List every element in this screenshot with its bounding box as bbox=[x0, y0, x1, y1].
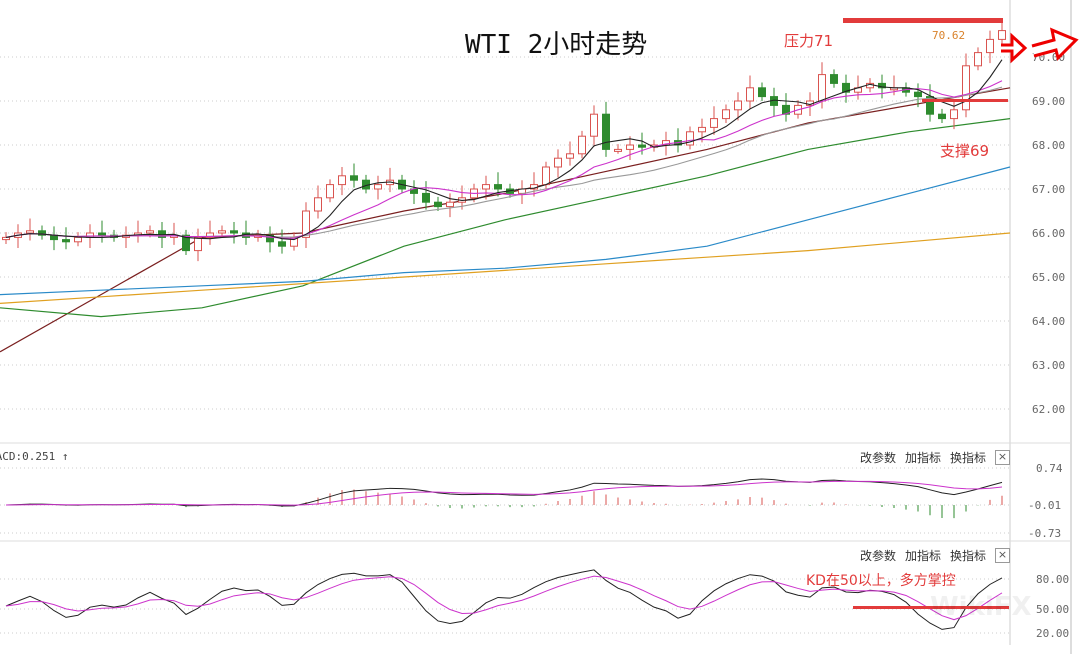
candle-body bbox=[758, 87, 766, 98]
kd-d-line bbox=[5, 575, 1003, 621]
candle-body bbox=[626, 144, 634, 150]
candle-body bbox=[734, 100, 742, 111]
macd-dea-line bbox=[5, 480, 1003, 506]
price-tick-label: 66.00 bbox=[1032, 227, 1065, 240]
arrow-icon bbox=[1031, 27, 1079, 61]
candle-body bbox=[434, 201, 442, 208]
candle-body bbox=[482, 184, 490, 190]
candle-body bbox=[338, 175, 346, 186]
price-tick-label: 67.00 bbox=[1032, 183, 1065, 196]
candle-body bbox=[278, 241, 286, 247]
candle-body bbox=[686, 131, 694, 146]
candle-body bbox=[998, 30, 1006, 40]
candle-body bbox=[962, 65, 970, 111]
candle-body bbox=[86, 232, 94, 238]
ma10-line bbox=[5, 80, 1003, 239]
support-label: 支撑69 bbox=[940, 142, 990, 160]
candle-body bbox=[722, 109, 730, 120]
candle-body bbox=[218, 230, 226, 234]
candle-body bbox=[350, 175, 358, 181]
ma120-line bbox=[0, 166, 1011, 296]
candle-body bbox=[566, 153, 574, 159]
candle-body bbox=[974, 52, 982, 67]
ma20-line bbox=[5, 86, 1003, 238]
candle-body bbox=[38, 230, 46, 236]
candle-body bbox=[374, 184, 382, 190]
ma250-line bbox=[0, 232, 1011, 304]
price-tick-label: 63.00 bbox=[1032, 359, 1065, 372]
candle-body bbox=[698, 126, 706, 133]
kd-tick-label: 50.00 bbox=[1036, 603, 1069, 616]
candle-body bbox=[830, 74, 838, 84]
candle-body bbox=[230, 230, 238, 234]
kd-params-button[interactable]: 改参数 bbox=[860, 549, 897, 563]
price-tick-label: 62.00 bbox=[1032, 403, 1065, 416]
candle-body bbox=[314, 197, 322, 212]
kd-tick-label: 20.00 bbox=[1036, 627, 1069, 640]
candle-body bbox=[950, 109, 958, 120]
candle-body bbox=[578, 135, 586, 155]
candle-body bbox=[26, 230, 34, 234]
candle-body bbox=[926, 96, 934, 115]
macd-close-button[interactable]: × bbox=[995, 450, 1010, 465]
price-tick-label: 68.00 bbox=[1032, 139, 1065, 152]
candle-body bbox=[194, 236, 202, 252]
kd-k-line bbox=[5, 569, 1003, 630]
resistance-label: 压力71 bbox=[784, 32, 834, 50]
candle-body bbox=[206, 232, 214, 238]
kd-add-indicator-button[interactable]: 加指标 bbox=[905, 549, 942, 563]
candle-body bbox=[842, 82, 850, 93]
price-tick-label: 64.00 bbox=[1032, 315, 1065, 328]
macd-params-button[interactable]: 改参数 bbox=[860, 451, 897, 465]
macd-tick-label: 0.74 bbox=[1036, 462, 1063, 475]
macd-switch-indicator-button[interactable]: 换指标 bbox=[950, 451, 987, 465]
price-tick-label: 65.00 bbox=[1032, 271, 1065, 284]
kd-50-line bbox=[853, 606, 1009, 609]
candle-body bbox=[446, 201, 454, 208]
candle-body bbox=[614, 148, 622, 152]
resistance-line bbox=[843, 18, 1003, 23]
kd-note: KD在50以上，多方掌控 bbox=[806, 573, 956, 589]
candle-body bbox=[74, 236, 82, 243]
macd-tick-label: -0.01 bbox=[1028, 499, 1061, 512]
candle-body bbox=[326, 184, 334, 199]
candle-body bbox=[494, 184, 502, 190]
candle-body bbox=[590, 113, 598, 137]
macd-add-indicator-button[interactable]: 加指标 bbox=[905, 451, 942, 465]
arrow-icon bbox=[1001, 32, 1028, 64]
kd-close-button[interactable]: × bbox=[995, 548, 1010, 563]
candle-body bbox=[710, 118, 718, 128]
candle-body bbox=[818, 74, 826, 102]
candle-body bbox=[986, 38, 994, 54]
candle-body bbox=[422, 192, 430, 203]
candle-body bbox=[182, 234, 190, 252]
last-high-label: 70.62 bbox=[932, 29, 966, 42]
chart-title: WTI 2小时走势 bbox=[465, 30, 648, 60]
ma5-line bbox=[5, 59, 1003, 241]
candle-body bbox=[746, 87, 754, 102]
kd-tick-label: 80.00 bbox=[1036, 573, 1069, 586]
candle-body bbox=[302, 210, 310, 238]
macd-tick-label: -0.73 bbox=[1028, 527, 1061, 540]
ma60-line bbox=[0, 118, 1011, 318]
candle-body bbox=[554, 157, 562, 168]
candle-body bbox=[914, 91, 922, 98]
support-line bbox=[922, 99, 1008, 102]
candle-body bbox=[638, 144, 646, 148]
candle-body bbox=[2, 236, 10, 241]
candle-body bbox=[542, 166, 550, 186]
candle-body bbox=[146, 230, 154, 234]
candle-body bbox=[602, 113, 610, 150]
watermark: WikiFX bbox=[930, 592, 1032, 622]
kd-switch-indicator-button[interactable]: 换指标 bbox=[950, 549, 987, 563]
candle-body bbox=[938, 113, 946, 120]
price-tick-label: 69.00 bbox=[1032, 95, 1065, 108]
candle-body bbox=[62, 239, 70, 243]
candle-body bbox=[98, 232, 106, 236]
macd-value-label: MACD:0.251 ↑ bbox=[0, 450, 69, 463]
macd-dif-line bbox=[5, 478, 1003, 507]
